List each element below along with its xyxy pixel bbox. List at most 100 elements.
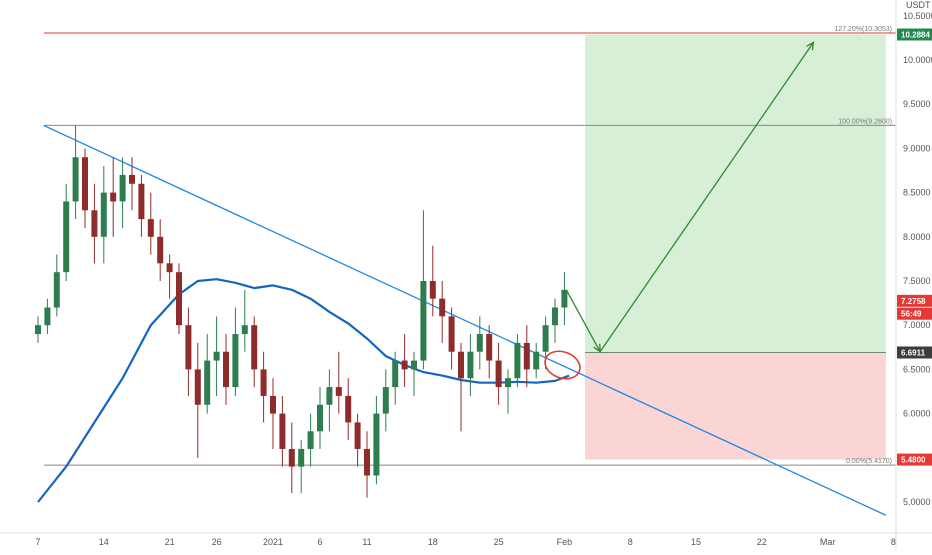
price-badge — [897, 294, 932, 307]
candle-body — [288, 448, 295, 467]
y-tick-label: 6.5000 — [903, 364, 931, 374]
candle-body — [505, 378, 511, 388]
candle-body — [401, 360, 408, 370]
price-badge — [897, 28, 932, 41]
y-tick-label: 9.5000 — [903, 99, 931, 109]
candle-body — [194, 369, 201, 405]
candle-body — [72, 157, 79, 202]
candle-body — [411, 360, 417, 370]
candle-body — [270, 395, 276, 414]
price-badge — [897, 307, 932, 320]
y-tick-label: 10.5000 — [903, 11, 932, 21]
y-tick-label: 8.5000 — [903, 188, 931, 198]
candle-body — [232, 334, 239, 388]
candle-body — [486, 334, 493, 361]
x-tick-label: 25 — [494, 537, 504, 547]
x-tick-label: 22 — [757, 537, 767, 547]
price-badge-label: 10.2884 — [901, 31, 930, 40]
y-tick-label: 5.0000 — [903, 497, 931, 507]
y-tick-label: 7.0000 — [903, 320, 931, 330]
y-tick-label: 10.0000 — [903, 55, 932, 65]
candle-body — [476, 334, 483, 352]
candle-body — [260, 369, 267, 396]
x-tick-label: 6 — [317, 537, 322, 547]
candle-body — [354, 422, 361, 449]
position-zones — [585, 34, 886, 460]
arrowhead-down — [593, 343, 601, 354]
candle-body — [35, 325, 41, 335]
candle-body — [204, 360, 211, 405]
time-axis[interactable]: 7 14 21 26 2021 6 11 18 25 Feb 8 15 22 Mar 8 — [0, 532, 932, 547]
candle-body — [373, 413, 380, 476]
currency-label: USDT — [906, 0, 931, 10]
candle-body — [100, 192, 107, 237]
candle-body — [420, 281, 427, 361]
candle-body — [345, 395, 352, 423]
y-tick-label: 7.5000 — [903, 276, 931, 286]
candle-body — [157, 236, 164, 264]
candle-body — [364, 448, 370, 476]
price-badge — [897, 346, 932, 359]
candle-body — [317, 404, 323, 432]
candle-body — [129, 174, 135, 184]
candle-body — [392, 360, 399, 388]
price-badge-label: 6.6911 — [901, 349, 926, 358]
trendlines — [37, 124, 887, 516]
x-tick-label: 18 — [428, 537, 438, 547]
candle-body — [523, 342, 530, 370]
price-badge-label: 7.2758 — [901, 297, 926, 306]
candle-body — [185, 325, 192, 370]
target-zone — [585, 34, 886, 353]
candle-body — [467, 351, 474, 379]
arrowhead-up — [806, 41, 815, 51]
candle-body — [514, 342, 521, 379]
candle-body — [91, 210, 98, 237]
x-tick-label: 11 — [362, 537, 371, 547]
candle-body — [63, 201, 70, 273]
y-tick-label: 9.0000 — [903, 143, 931, 153]
candle-body — [279, 413, 286, 449]
stop-zone — [585, 352, 886, 460]
x-tick-label: 15 — [691, 537, 701, 547]
x-tick-label: 8 — [891, 537, 896, 547]
y-tick-label: 6.0000 — [903, 409, 931, 419]
candle-body — [119, 174, 126, 202]
candle-body — [53, 272, 60, 308]
x-tick-label: Feb — [557, 537, 573, 547]
candle-body — [166, 263, 173, 273]
candle-body — [147, 219, 154, 237]
breakout-circle — [544, 350, 581, 380]
candle-body — [176, 272, 182, 326]
candle-body — [307, 431, 314, 449]
candle-body — [241, 325, 248, 335]
price-badge-label: 56:49 — [901, 310, 922, 319]
candle-body — [223, 351, 229, 388]
x-tick-label: 14 — [99, 537, 109, 547]
candle-body — [552, 307, 558, 326]
price-axis[interactable]: USDT 10.5000 10.0000 9.5000 9.0000 8.5000 8.0… — [895, 0, 932, 550]
candle-body — [82, 157, 88, 211]
candle-body — [561, 289, 568, 308]
descending-trendline — [43, 124, 887, 516]
candle-body — [458, 351, 464, 379]
candle-body — [335, 387, 342, 396]
candle-body — [382, 387, 389, 414]
x-tick-label: Mar — [820, 537, 836, 547]
candle-body — [429, 281, 436, 299]
candle-body — [138, 183, 145, 220]
candle-body — [44, 307, 51, 326]
candle-body — [439, 298, 446, 317]
candle-body — [298, 448, 305, 467]
x-tick-label: 2021 — [263, 537, 283, 547]
moving-average-line — [37, 278, 570, 503]
fib-level-label: 100.00%(9.2600) — [838, 118, 892, 125]
candle-series — [35, 125, 568, 498]
fib-levels: 127.20%(10.3053) 100.00%(9.2600) 0.00%(5.4… — [44, 26, 896, 466]
fib-level-label: 127.20%(10.3053) — [834, 26, 892, 33]
price-badge-label: 5.4800 — [901, 456, 926, 465]
fib-level-label: 0.00%(5.4170) — [846, 458, 892, 465]
candle-body — [533, 351, 540, 370]
y-tick-label: 8.0000 — [903, 232, 931, 242]
